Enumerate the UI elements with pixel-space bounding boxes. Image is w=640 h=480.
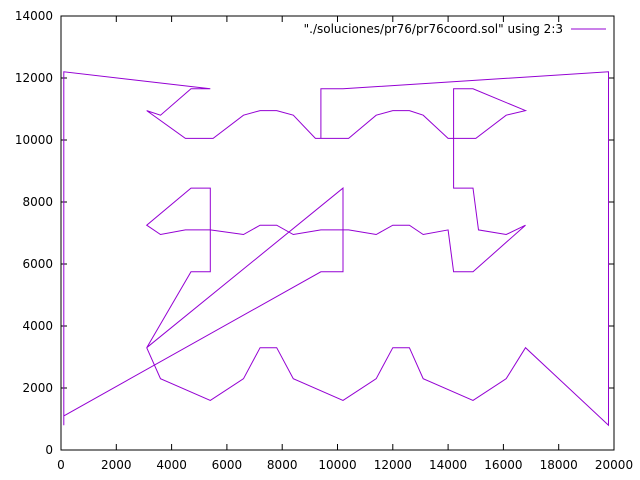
legend-label: "./soluciones/pr76/pr76coord.sol" using … <box>304 22 563 36</box>
y-tick-label: 12000 <box>15 71 53 85</box>
x-tick-label: 14000 <box>429 458 467 472</box>
series-layer <box>63 71 609 427</box>
x-tick-label: 12000 <box>374 458 412 472</box>
x-tick-label: 0 <box>57 458 65 472</box>
x-tick-label: 10000 <box>318 458 356 472</box>
y-tick-label: 6000 <box>22 257 53 271</box>
y-tick-label: 2000 <box>22 381 53 395</box>
y-tick-label: 0 <box>45 443 53 457</box>
x-tick-label: 2000 <box>101 458 132 472</box>
y-axis: 0 2000 4000 6000 8000 10000 12000 14000 <box>15 9 614 457</box>
x-tick-label: 18000 <box>540 458 578 472</box>
x-tick-label: 8000 <box>267 458 298 472</box>
x-tick-label: 6000 <box>212 458 243 472</box>
y-tick-label: 14000 <box>15 9 53 23</box>
x-tick-label: 4000 <box>156 458 187 472</box>
x-tick-label: 16000 <box>484 458 522 472</box>
legend: "./soluciones/pr76/pr76coord.sol" using … <box>304 22 606 36</box>
series-line <box>63 71 609 427</box>
x-axis: 0 2000 4000 6000 8000 10000 12000 14000 16000 180… <box>57 16 633 472</box>
y-tick-label: 4000 <box>22 319 53 333</box>
y-tick-label: 8000 <box>22 195 53 209</box>
y-tick-label: 10000 <box>15 133 53 147</box>
x-tick-label: 20000 <box>595 458 633 472</box>
